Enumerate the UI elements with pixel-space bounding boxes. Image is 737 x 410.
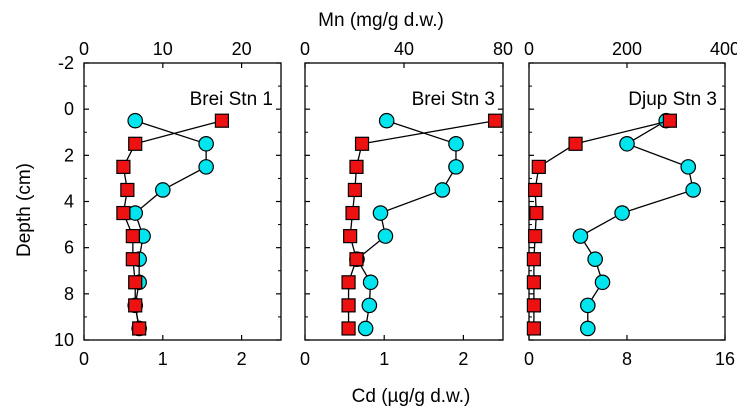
mn-data-point bbox=[361, 297, 378, 314]
cd-data-point bbox=[341, 275, 356, 290]
cd-data-point bbox=[526, 275, 542, 290]
y-tick-label: -2 bbox=[58, 53, 74, 73]
cd-data-point bbox=[128, 298, 143, 313]
mn-data-point bbox=[434, 182, 451, 198]
bottom-axis-title: Cd (µg/g d.w.) bbox=[352, 386, 471, 407]
top-tick-label: 0 bbox=[79, 39, 89, 59]
mn-data-point bbox=[614, 205, 630, 221]
cd-data-point bbox=[526, 252, 542, 267]
top-tick-label: 80 bbox=[493, 39, 513, 59]
mn-data-point bbox=[619, 135, 635, 152]
mn-data-point bbox=[377, 228, 394, 244]
square-series-line bbox=[533, 120, 671, 329]
mn-data-point bbox=[448, 135, 464, 152]
cd-data-point bbox=[347, 182, 362, 198]
top-tick-label: 200 bbox=[612, 39, 642, 59]
cd-data-point bbox=[341, 298, 356, 313]
cd-data-point bbox=[341, 321, 356, 336]
mn-data-point bbox=[378, 112, 395, 129]
circle-series-line bbox=[579, 120, 694, 329]
square-series-line bbox=[122, 120, 223, 329]
y-tick-label: 6 bbox=[64, 238, 74, 258]
mn-data-point bbox=[579, 320, 596, 337]
y-tick-label: 0 bbox=[64, 99, 74, 119]
cd-data-point bbox=[116, 205, 131, 221]
bottom-tick-label: 2 bbox=[237, 349, 247, 369]
bottom-tick-label: 8 bbox=[622, 349, 632, 369]
top-axis-title: Mn (mg/g d.w.) bbox=[318, 10, 444, 31]
top-tick-label: 400 bbox=[710, 39, 737, 59]
mn-data-point bbox=[198, 135, 214, 152]
bottom-tick-label: 1 bbox=[379, 349, 389, 369]
circle-series-line bbox=[134, 120, 207, 329]
mn-data-point bbox=[362, 274, 379, 291]
mn-data-point bbox=[198, 159, 214, 175]
bottom-tick-label: 16 bbox=[715, 349, 735, 369]
cd-data-point bbox=[128, 136, 143, 151]
top-tick-label: 20 bbox=[232, 39, 252, 59]
panel-title: Djup Stn 3 bbox=[628, 89, 717, 110]
mn-data-point bbox=[587, 251, 603, 268]
panel-title: Brei Stn 3 bbox=[412, 89, 495, 110]
cd-data-point bbox=[662, 113, 677, 128]
top-tick-label: 0 bbox=[524, 39, 534, 59]
cd-data-point bbox=[531, 159, 546, 174]
bottom-tick-label: 0 bbox=[79, 349, 89, 369]
cd-data-point bbox=[526, 298, 542, 313]
cd-data-point bbox=[116, 159, 131, 174]
cd-data-point bbox=[528, 182, 543, 198]
bottom-tick-label: 2 bbox=[458, 349, 468, 369]
mn-data-point bbox=[579, 297, 596, 314]
cd-data-point bbox=[529, 205, 544, 221]
cd-data-point bbox=[128, 275, 143, 290]
mn-data-point bbox=[572, 228, 589, 244]
cd-data-point bbox=[354, 136, 370, 151]
cd-data-point bbox=[568, 136, 583, 151]
panel-3: 0 200 400 0 8 16 Djup Stn 3 bbox=[524, 39, 737, 369]
mn-data-point bbox=[155, 182, 171, 198]
y-tick-label: 8 bbox=[64, 284, 74, 304]
y-tick-label: 2 bbox=[64, 145, 74, 165]
cd-data-point bbox=[343, 229, 358, 244]
cd-data-point bbox=[349, 252, 364, 267]
bottom-tick-label: 0 bbox=[524, 349, 534, 369]
mn-data-point bbox=[685, 182, 701, 198]
y-tick-label: 10 bbox=[54, 330, 74, 350]
mn-data-point bbox=[594, 274, 611, 291]
y-axis-title: Depth (cm) bbox=[14, 163, 35, 257]
cd-data-point bbox=[125, 252, 140, 267]
panel-2: 0 40 80 0 1 2 Brei Stn 3 bbox=[300, 39, 513, 369]
top-tick-label: 40 bbox=[394, 39, 414, 59]
top-tick-label: 0 bbox=[300, 39, 310, 59]
y-tick-label: 4 bbox=[64, 192, 74, 212]
cd-data-point bbox=[528, 229, 543, 244]
cd-data-point bbox=[487, 113, 503, 128]
cd-data-point bbox=[349, 159, 364, 174]
panel-title: Brei Stn 1 bbox=[190, 89, 273, 110]
cd-data-point bbox=[345, 205, 360, 221]
cd-data-point bbox=[132, 321, 147, 336]
top-tick-label: 10 bbox=[153, 39, 173, 59]
mn-data-point bbox=[680, 159, 697, 175]
mn-data-point bbox=[357, 320, 374, 337]
cd-data-point bbox=[125, 229, 140, 244]
mn-data-point bbox=[127, 112, 144, 129]
cd-data-point bbox=[120, 182, 135, 198]
cd-data-point bbox=[526, 321, 542, 336]
bottom-tick-label: 0 bbox=[300, 349, 310, 369]
mn-data-point bbox=[372, 205, 389, 221]
square-series-line bbox=[347, 120, 496, 329]
bottom-tick-label: 1 bbox=[158, 349, 168, 369]
circle-series-line bbox=[356, 120, 457, 329]
mn-data-point bbox=[448, 159, 464, 175]
cd-data-point bbox=[214, 113, 229, 128]
